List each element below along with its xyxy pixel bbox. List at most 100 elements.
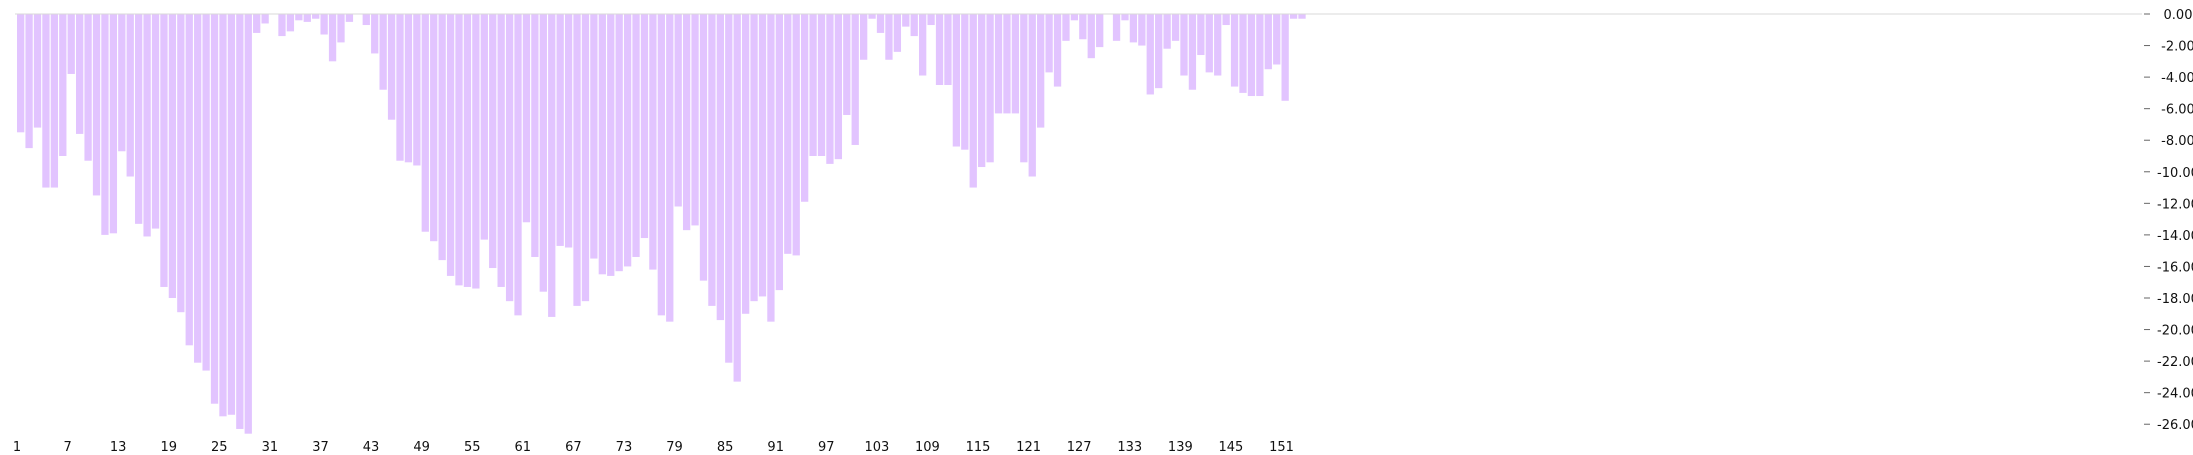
bar-138 [1171,14,1180,41]
bar-66 [564,14,573,248]
bar-28 [244,14,252,434]
bar-120 [1020,14,1028,163]
bar-83 [708,14,716,306]
bar-108 [919,14,927,76]
bar-16 [143,14,151,237]
x-axis-ticks: 1 7 13 19 25 31 37 43 49 55 61 67 73 79 85 91 97 103 109 11… [13,440,1294,455]
bar-23 [202,14,210,371]
bar-48 [413,14,421,166]
bar-84 [716,14,724,321]
bar-7 [67,14,75,74]
bar-119 [1011,14,1020,114]
bar-9 [84,14,92,161]
bar-45 [387,14,396,120]
bar-145 [1230,14,1239,87]
bar-102 [868,14,876,19]
bar-77 [657,14,665,316]
bar-118 [1003,14,1011,114]
bar-4 [42,14,50,188]
bar-86 [733,14,741,382]
bar-73 [623,14,632,267]
bar-124 [1053,14,1062,87]
bar-11 [101,14,109,235]
bar-128 [1087,14,1095,59]
x-tick-label: 55 [464,440,481,455]
bar-90 [767,14,775,322]
bar-105 [893,14,902,52]
x-tick-label: 151 [1269,440,1294,455]
x-tick-label: 85 [717,440,734,455]
bar-134 [1138,14,1146,46]
bar-150 [1273,14,1281,65]
bar-35 [303,14,311,22]
bar-63 [539,14,547,292]
bar-71 [607,14,615,276]
bar-110 [935,14,944,85]
bar-142 [1205,14,1213,73]
bar-114 [969,14,977,188]
bar-13 [118,14,126,152]
bar-15 [135,14,143,224]
x-tick-label: 49 [413,440,430,455]
bar-17 [151,14,160,229]
y-tick-label: -24.00 [2157,387,2193,402]
bar-109 [927,14,935,26]
y-tick-label: -20.00 [2157,324,2193,339]
bar-149 [1264,14,1272,70]
y-tick-label: -14.00 [2157,229,2193,244]
bar-1 [17,14,25,133]
bar-81 [691,14,699,226]
y-tick-label: -10.00 [2157,166,2193,181]
bar-59 [505,14,514,302]
bar-113 [961,14,969,150]
bar-95 [809,14,817,156]
bar-146 [1239,14,1247,93]
x-tick-label: 43 [363,440,380,455]
bar-74 [632,14,640,257]
x-tick-label: 13 [110,440,127,455]
bar-19 [168,14,177,298]
bar-143 [1214,14,1222,76]
bar-69 [590,14,598,259]
bar-76 [649,14,657,270]
bar-20 [177,14,185,313]
bar-97 [826,14,834,164]
bar-32 [278,14,286,37]
bar-133 [1129,14,1138,43]
bar-104 [885,14,893,60]
y-axis-ticks: 0.00 -2.00 -4.00 -6.00 -8.00 -10.00 -12.00 -14.… [2144,8,2193,433]
bar-3 [33,14,42,128]
x-tick-label: 79 [666,440,683,455]
x-tick-label: 121 [1016,440,1041,455]
bar-93 [792,14,800,256]
x-tick-label: 25 [211,440,228,455]
bar-144 [1222,14,1230,26]
bar-42 [362,14,370,26]
x-tick-label: 7 [63,440,71,455]
x-tick-label: 127 [1067,440,1092,455]
bar-29 [253,14,261,33]
bar-140 [1188,14,1197,90]
y-tick-label: -4.00 [2161,71,2193,86]
bar-44 [379,14,387,90]
bar-87 [741,14,750,314]
y-tick-label: -8.00 [2161,134,2193,149]
bar-148 [1256,14,1264,97]
x-tick-label: 1 [13,440,21,455]
bar-121 [1028,14,1036,177]
bar-131 [1112,14,1121,41]
bar-37 [320,14,328,35]
bar-43 [371,14,379,54]
bar-52 [446,14,455,276]
bar-36 [312,14,320,19]
bar-89 [758,14,767,297]
bar-106 [902,14,910,27]
bars-group [17,14,1306,434]
x-tick-label: 91 [767,440,784,455]
bar-79 [674,14,682,207]
bar-100 [851,14,859,145]
bar-117 [994,14,1003,114]
bar-65 [556,14,564,246]
bar-54 [463,14,472,287]
